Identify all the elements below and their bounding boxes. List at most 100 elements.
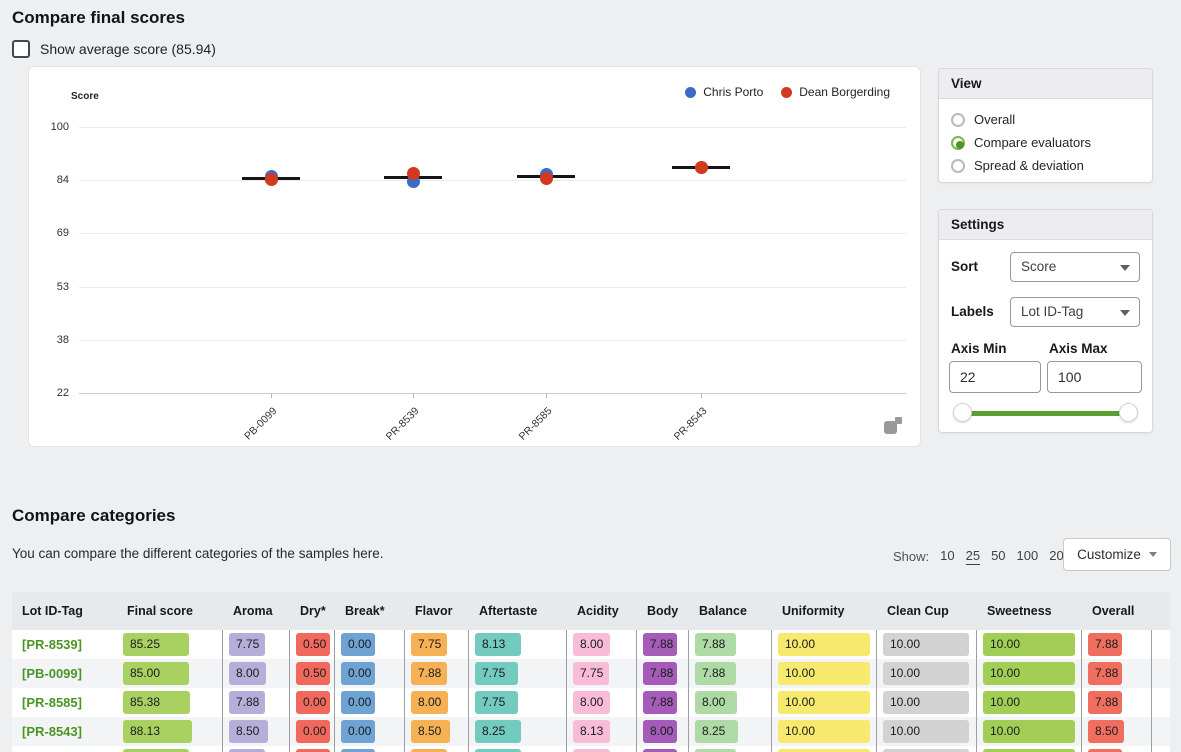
radio-option-label: Compare evaluators: [974, 135, 1092, 150]
lot-id-link[interactable]: [PR-8539]: [22, 637, 82, 652]
column-header-cleancup[interactable]: Clean Cup: [887, 604, 949, 618]
column-header-dry[interactable]: Dry*: [300, 604, 326, 618]
data-point-dean[interactable]: [694, 160, 708, 174]
cell-lot: [PB-0099]: [12, 659, 117, 688]
score-pill-dry: 0.00: [296, 691, 330, 714]
cell-overall: 8.50: [1082, 717, 1152, 746]
radio-button[interactable]: [951, 135, 965, 150]
column-header-flavor[interactable]: Flavor: [415, 604, 453, 618]
cell-sweetness: 10.00: [977, 717, 1082, 746]
cell-final: 85.00: [117, 659, 223, 688]
score-pill-aroma: 8.50: [229, 720, 269, 743]
sort-select[interactable]: Score: [1010, 252, 1140, 282]
column-header-break[interactable]: Break*: [345, 604, 385, 618]
score-pill-aroma: [229, 749, 265, 752]
radio-button[interactable]: [951, 158, 965, 173]
score-pill-aftertaste: [475, 749, 521, 752]
legend-swatch: [685, 86, 697, 98]
cell-cleancup: 10.00: [877, 659, 977, 688]
column-header-uniformity[interactable]: Uniformity: [782, 604, 845, 618]
column-header-overall[interactable]: Overall: [1092, 604, 1135, 618]
cell-acidity: 8.13: [567, 717, 637, 746]
cell-balance: 8.25: [689, 717, 772, 746]
gridline: [79, 127, 906, 128]
column-header-aroma[interactable]: Aroma: [233, 604, 273, 618]
score-pill-sweetness: 10.00: [983, 633, 1075, 656]
axis-min-input[interactable]: [949, 361, 1041, 393]
score-pill-aftertaste: 8.25: [475, 720, 522, 743]
chart-library-logo-icon[interactable]: [884, 416, 902, 434]
score-pill-dry: 0.00: [296, 720, 330, 743]
row-spacer: [1152, 688, 1170, 717]
score-pill-flavor: 8.00: [411, 691, 448, 714]
cell-flavor: 8.50: [405, 717, 469, 746]
cell-aroma: 7.88: [223, 688, 290, 717]
view-options: Overall Compare evaluators Spread & deviat…: [939, 99, 1152, 177]
legend-label: Chris Porto: [703, 85, 764, 99]
legend-item[interactable]: Chris Porto: [685, 85, 763, 99]
score-pill-uniformity: 10.00: [778, 633, 870, 656]
score-pill-break: 0.00: [341, 720, 375, 743]
show-option-100[interactable]: 100: [1016, 548, 1039, 563]
row-spacer: [1152, 717, 1170, 746]
show-option-50[interactable]: 50: [991, 548, 1006, 563]
cell-lot: [PR-8543]: [12, 717, 117, 746]
lot-id-link[interactable]: [PR-8585]: [22, 695, 82, 710]
axis-max-input[interactable]: [1047, 361, 1142, 393]
cell-aroma: 7.75: [223, 630, 290, 659]
cell-sweetness: 10.00: [977, 688, 1082, 717]
axis-max-label: Axis Max: [1049, 341, 1108, 356]
cell-flavor: 8.00: [405, 688, 469, 717]
slider-track[interactable]: [961, 411, 1130, 416]
view-option-overall[interactable]: Overall: [951, 108, 1152, 131]
column-header-balance[interactable]: Balance: [699, 604, 747, 618]
score-pill-body: 7.88: [643, 662, 677, 685]
data-point-dean[interactable]: [406, 166, 420, 180]
categories-title: Compare categories: [12, 506, 176, 525]
data-point-dean[interactable]: [264, 173, 278, 187]
score-pill-final: [123, 749, 190, 752]
score-pill-acidity: 8.00: [573, 691, 610, 714]
column-header-aftertaste[interactable]: Aftertaste: [479, 604, 538, 618]
score-pill-acidity: 8.13: [573, 720, 611, 743]
view-option-compare-evaluators[interactable]: Compare evaluators: [951, 131, 1152, 154]
score-pill-sweetness: [983, 749, 1075, 752]
column-header-sweetness[interactable]: Sweetness: [987, 604, 1052, 618]
view-option-spread-deviation[interactable]: Spread & deviation: [951, 154, 1152, 177]
cell-sweetness: 10.00: [977, 659, 1082, 688]
data-point-dean[interactable]: [539, 172, 553, 186]
score-pill-overall: 8.50: [1088, 720, 1124, 743]
show-option-10[interactable]: 10: [940, 548, 955, 563]
lot-id-link[interactable]: [PR-8543]: [22, 724, 82, 739]
radio-option-label: Spread & deviation: [974, 158, 1084, 173]
table-row: [PB-0099] 85.00 8.00 0.50 0.00 7.88 7.75 7.75 7.…: [12, 659, 1170, 688]
slider-handle-left[interactable]: [953, 403, 972, 422]
show-average-checkbox[interactable]: [12, 40, 30, 58]
cell-body: 7.88: [637, 688, 689, 717]
column-header-lot[interactable]: Lot ID-Tag: [22, 604, 83, 618]
column-header-final[interactable]: Final score: [127, 604, 193, 618]
score-pill-dry: 0.50: [296, 662, 330, 685]
show-option-25[interactable]: 25: [965, 548, 981, 565]
table-row: [PR-8585] 85.38 7.88 0.00 0.00 8.00 7.75 8.00 7.…: [12, 688, 1170, 717]
lot-id-link[interactable]: [PB-0099]: [22, 666, 82, 681]
cell-acidity: 7.75: [567, 659, 637, 688]
labels-select[interactable]: Lot ID-Tag: [1010, 297, 1140, 327]
score-pill-flavor: [411, 749, 447, 752]
legend-swatch: [781, 86, 793, 98]
cell-final: 85.25: [117, 630, 223, 659]
column-header-body[interactable]: Body: [647, 604, 679, 618]
cell-overall: 7.88: [1082, 630, 1152, 659]
column-header-acidity[interactable]: Acidity: [577, 604, 619, 618]
cell-body: 7.88: [637, 659, 689, 688]
show-average-row: Show average score (85.94): [12, 40, 216, 58]
radio-button[interactable]: [951, 112, 965, 127]
cell-overall: 7.88: [1082, 659, 1152, 688]
legend-item[interactable]: Dean Borgerding: [781, 85, 890, 99]
cell-aftertaste: 7.75: [469, 688, 567, 717]
customize-button[interactable]: Customize: [1063, 538, 1171, 571]
x-axis-label: PB-0099: [242, 405, 280, 443]
slider-handle-right[interactable]: [1119, 403, 1138, 422]
score-pill-sweetness: 10.00: [983, 691, 1075, 714]
cell-break: 0.00: [335, 630, 405, 659]
